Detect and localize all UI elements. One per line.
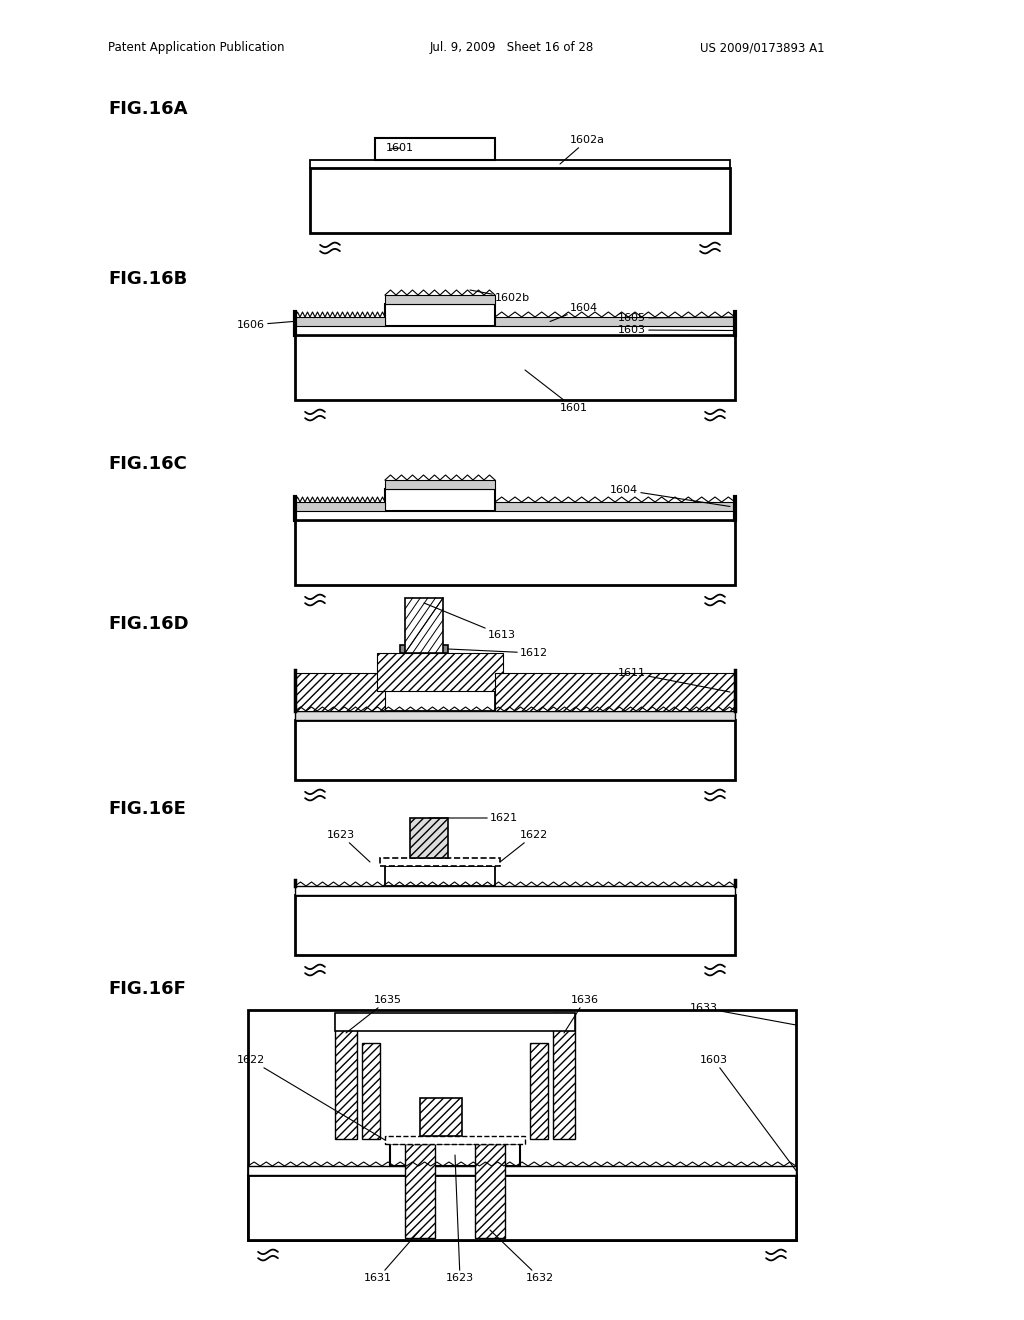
Bar: [310, 160, 730, 168]
Text: 1633: 1633: [690, 1003, 796, 1026]
Bar: [375, 139, 495, 160]
Text: 1611: 1611: [618, 668, 730, 692]
Bar: [495, 502, 735, 511]
Text: 1601: 1601: [525, 370, 588, 413]
Bar: [385, 480, 495, 488]
Text: 1603: 1603: [618, 325, 735, 335]
Bar: [495, 673, 735, 711]
Bar: [377, 653, 503, 690]
Bar: [362, 1043, 380, 1139]
Bar: [335, 1012, 575, 1031]
Bar: [385, 488, 495, 511]
Bar: [406, 598, 443, 653]
Bar: [335, 1012, 357, 1139]
Text: US 2009/0173893 A1: US 2009/0173893 A1: [700, 41, 824, 54]
Bar: [248, 1010, 796, 1239]
Bar: [248, 1166, 796, 1175]
Bar: [295, 895, 735, 954]
Text: 1601: 1601: [386, 143, 414, 153]
Text: 1604: 1604: [610, 484, 730, 507]
Text: Patent Application Publication: Patent Application Publication: [108, 41, 285, 54]
Text: Jul. 9, 2009   Sheet 16 of 28: Jul. 9, 2009 Sheet 16 of 28: [430, 41, 594, 54]
Bar: [295, 673, 385, 711]
Text: FIG.16C: FIG.16C: [108, 455, 186, 473]
Text: FIG.16D: FIG.16D: [108, 615, 188, 634]
Bar: [385, 690, 495, 711]
Text: 1621: 1621: [429, 813, 518, 822]
Text: 1622: 1622: [237, 1055, 385, 1140]
Bar: [248, 1175, 796, 1239]
Bar: [406, 1144, 435, 1238]
Bar: [420, 1098, 462, 1137]
Bar: [295, 335, 735, 400]
Bar: [385, 1137, 525, 1144]
Text: FIG.16A: FIG.16A: [108, 100, 187, 117]
Text: FIG.16B: FIG.16B: [108, 271, 187, 288]
Text: 1623: 1623: [327, 830, 370, 862]
Text: 1631: 1631: [364, 1230, 420, 1283]
Bar: [390, 1144, 520, 1166]
Text: 1605: 1605: [618, 313, 735, 323]
Bar: [295, 711, 735, 719]
Bar: [295, 520, 735, 585]
Bar: [380, 858, 500, 866]
Bar: [310, 168, 730, 234]
Bar: [295, 886, 735, 895]
Text: 1635: 1635: [346, 995, 402, 1034]
Bar: [385, 294, 495, 304]
Text: 1602a: 1602a: [560, 135, 605, 164]
Bar: [475, 1144, 505, 1238]
Bar: [295, 317, 385, 326]
Text: 1636: 1636: [564, 995, 599, 1034]
Bar: [295, 511, 735, 520]
Text: FIG.16E: FIG.16E: [108, 800, 186, 818]
Bar: [295, 502, 385, 511]
Bar: [495, 317, 735, 326]
Bar: [385, 866, 495, 886]
Text: 1612: 1612: [449, 648, 548, 657]
Text: 1604: 1604: [550, 304, 598, 322]
Bar: [295, 719, 735, 780]
Text: 1602b: 1602b: [470, 290, 530, 304]
Text: 1623: 1623: [445, 1155, 474, 1283]
Text: 1622: 1622: [500, 830, 548, 862]
Text: 1603: 1603: [700, 1055, 796, 1171]
Bar: [553, 1012, 575, 1139]
Bar: [410, 818, 449, 858]
Text: 1613: 1613: [424, 603, 516, 640]
Bar: [385, 304, 495, 326]
Bar: [295, 326, 735, 335]
Text: 1606: 1606: [237, 319, 293, 330]
Text: 1632: 1632: [490, 1230, 554, 1283]
Bar: [400, 645, 449, 653]
Text: FIG.16F: FIG.16F: [108, 979, 186, 998]
Bar: [530, 1043, 548, 1139]
